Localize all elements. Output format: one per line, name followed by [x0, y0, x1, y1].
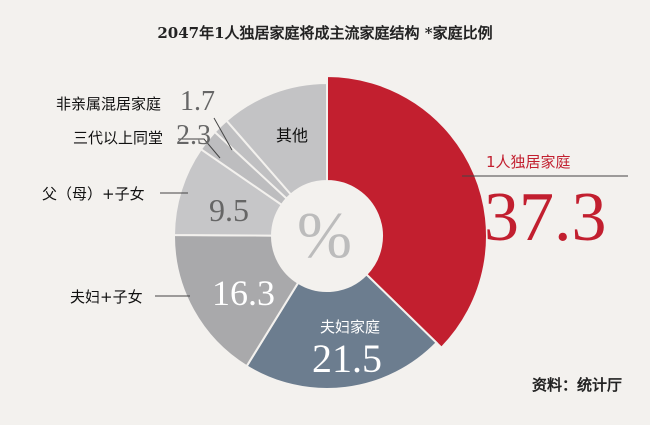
slice-value-couple-children: 16.3 — [212, 273, 275, 313]
slice-label-three-gen: 三代以上同堂 — [73, 129, 164, 147]
slice-label-nonrelative: 非亲属混居家庭 — [56, 95, 162, 113]
slice-label-solo: 1人独居家庭 — [486, 153, 571, 171]
slice-value-nonrelative: 1.7 — [180, 86, 215, 117]
slice-label-couple: 夫妇家庭 — [320, 318, 381, 336]
slice-label-parent-children: 父（母）+子女 — [42, 185, 145, 203]
leader-line-nonrelative — [213, 117, 233, 151]
source-note: 资料：统计厅 — [532, 376, 623, 394]
slice-label-other: 其他 — [276, 126, 309, 145]
slice-value-parent-children: 9.5 — [209, 192, 249, 228]
chart-title: 2047年1人独居家庭将成主流家庭结构 *家庭比例 — [157, 24, 493, 42]
slice-value-couple: 21.5 — [312, 336, 382, 381]
center-hole — [272, 181, 382, 291]
slice-value-three-gen: 2.3 — [176, 120, 211, 151]
leader-line-three-gen — [178, 138, 221, 159]
slice-label-couple-children: 夫妇+子女 — [70, 288, 143, 306]
slice-value-solo: 37.3 — [484, 179, 607, 256]
center-label: % — [297, 199, 352, 272]
